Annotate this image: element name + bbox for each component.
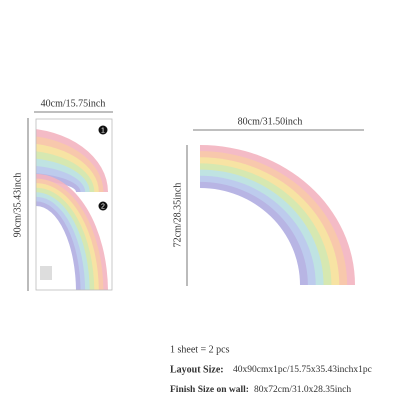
badge-text: 2 (101, 203, 105, 210)
layout-value: 40x90cmx1pc/15.75x35.43inchx1pc (233, 365, 372, 375)
dimension-label: 40cm/15.75inch (41, 98, 106, 109)
rainbow (200, 145, 355, 285)
badge (98, 125, 108, 135)
finish-label: Finish Size on wall: (170, 385, 249, 395)
badge-text: 1 (101, 127, 105, 134)
layout-label: Layout Size: (170, 364, 224, 375)
sheet-count: 1 sheet = 2 pcs (170, 344, 230, 355)
finish-value: 80x72cm/31.0x28.35inch (254, 385, 351, 395)
sheet-outline (35, 118, 113, 291)
sheet-rainbows (36, 129, 108, 290)
badge (98, 201, 108, 211)
dimension-label: 72cm/28.35inch (172, 183, 183, 248)
dimension-label: 90cm/35.43inch (12, 173, 23, 238)
dimension-label: 80cm/31.50inch (238, 116, 303, 127)
sheet-tag (40, 266, 52, 280)
rainbow-band (200, 188, 300, 285)
